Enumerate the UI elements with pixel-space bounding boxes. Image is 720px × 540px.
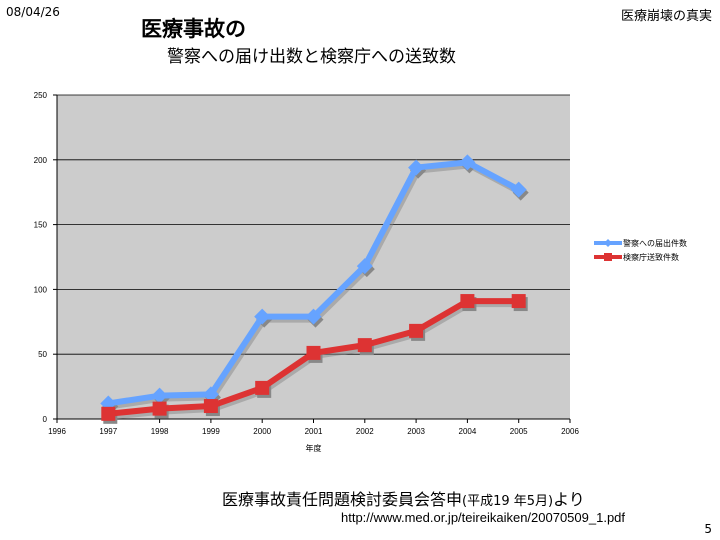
x-tick-label: 1997 — [99, 427, 117, 436]
legend-label: 検察庁送致件数 — [623, 252, 679, 262]
x-tick-label: 1996 — [48, 427, 66, 436]
source-suffix: より — [553, 490, 585, 509]
slide-title: 医療事故の — [141, 17, 246, 41]
y-tick-label: 0 — [43, 415, 48, 424]
x-tick-label: 1999 — [202, 427, 220, 436]
x-tick-label: 2006 — [561, 427, 579, 436]
x-tick-label: 2002 — [356, 427, 374, 436]
data-point — [202, 386, 219, 403]
y-tick-label: 100 — [34, 285, 48, 294]
plot-area — [57, 95, 570, 419]
x-tick-label: 1998 — [151, 427, 169, 436]
data-point — [510, 181, 527, 198]
source-detail: (平成19 年5月) — [462, 494, 554, 509]
source-url[interactable]: http://www.med.or.jp/teireikaiken/200705… — [341, 510, 626, 525]
x-tick-label: 2001 — [305, 427, 323, 436]
x-tick-label: 2003 — [407, 427, 425, 436]
data-point — [409, 323, 424, 338]
header-title: 医療崩壊の真実 — [620, 9, 712, 24]
data-point — [255, 380, 270, 395]
data-point — [305, 308, 322, 325]
data-point — [254, 308, 271, 325]
data-point — [101, 406, 116, 421]
source-main: 医療事故責任問題検討委員会答申 — [222, 490, 463, 509]
data-point — [151, 387, 168, 404]
data-point — [408, 159, 425, 176]
data-point — [511, 294, 526, 309]
data-point — [357, 338, 372, 353]
legend-label: 警察への届出件数 — [623, 238, 687, 248]
data-point — [459, 154, 476, 171]
x-tick-label: 2000 — [253, 427, 271, 436]
x-tick-label: 2004 — [459, 427, 477, 436]
y-tick-label: 200 — [34, 156, 48, 165]
data-point — [203, 399, 218, 414]
y-tick-label: 50 — [38, 350, 47, 359]
x-axis-title: 年度 — [306, 443, 322, 453]
page-number: 5 — [704, 522, 712, 536]
data-point — [306, 345, 321, 360]
data-point — [356, 258, 373, 275]
x-tick-label: 2005 — [510, 427, 528, 436]
data-point — [604, 239, 612, 247]
data-point — [460, 294, 475, 309]
slide-subtitle: 警察への届け出数と検察庁への送致数 — [167, 47, 456, 67]
data-point — [152, 401, 167, 416]
data-point — [604, 253, 612, 261]
date-label: 08/04/26 — [6, 5, 60, 19]
y-tick-label: 250 — [34, 91, 48, 100]
y-tick-label: 150 — [34, 221, 48, 230]
source-citation: 医療事故責任問題検討委員会答申(平成19 年5月)より — [222, 486, 585, 510]
